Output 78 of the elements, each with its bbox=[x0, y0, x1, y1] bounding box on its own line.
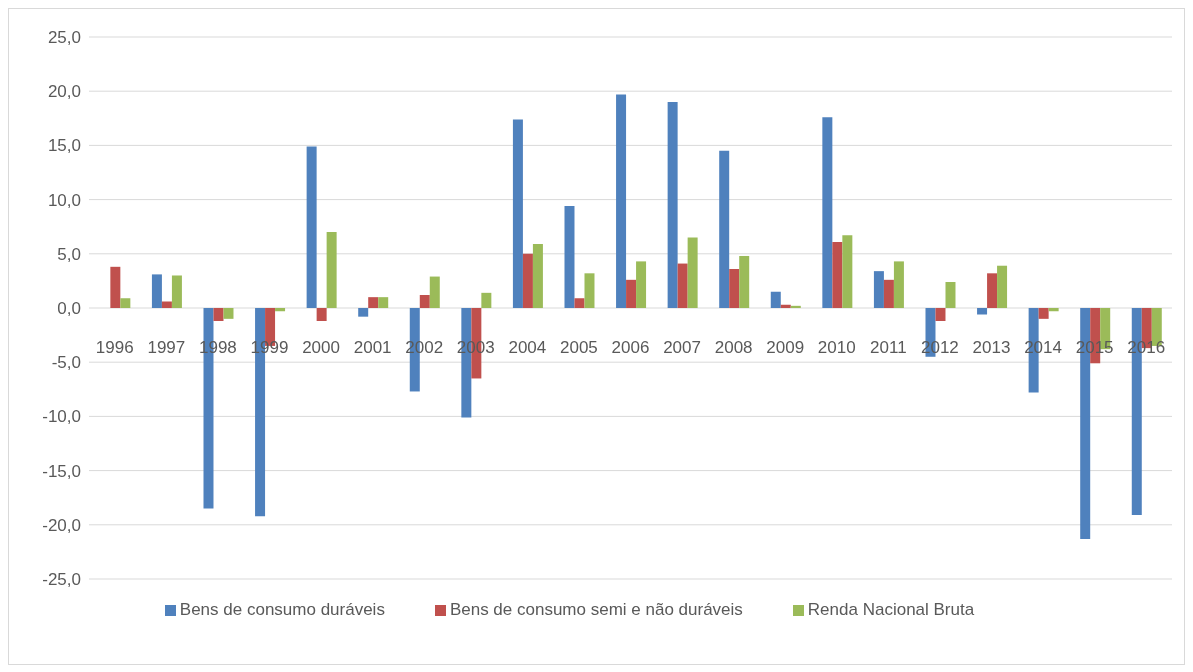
bar bbox=[1038, 308, 1049, 319]
bar bbox=[275, 308, 286, 312]
bar bbox=[326, 232, 337, 308]
x-tick-label: 2009 bbox=[766, 337, 805, 357]
bar bbox=[171, 275, 182, 308]
y-tick-label: -10,0 bbox=[42, 407, 81, 427]
y-tick-label: -15,0 bbox=[42, 461, 81, 481]
bar bbox=[770, 291, 781, 308]
bar bbox=[636, 261, 647, 308]
bar bbox=[945, 281, 956, 308]
bar bbox=[522, 253, 533, 308]
x-tick-label: 2011 bbox=[870, 337, 907, 357]
bar bbox=[378, 297, 389, 308]
bar bbox=[532, 244, 543, 308]
bar bbox=[873, 271, 884, 308]
bar bbox=[584, 273, 595, 308]
y-tick-label: 10,0 bbox=[47, 190, 81, 210]
legend-label: Bens de consumo semi e não duráveis bbox=[449, 600, 743, 619]
bar bbox=[977, 308, 988, 315]
y-tick-label: 15,0 bbox=[47, 136, 81, 156]
bar bbox=[832, 241, 843, 308]
bar bbox=[790, 305, 801, 308]
x-tick-label: 2005 bbox=[560, 337, 598, 357]
bar bbox=[429, 276, 440, 308]
legend-label: Renda Nacional Bruta bbox=[807, 600, 975, 619]
x-tick-label: 1997 bbox=[147, 337, 186, 357]
bar bbox=[719, 150, 730, 308]
bar bbox=[419, 294, 430, 308]
bar bbox=[893, 261, 904, 308]
bar bbox=[306, 146, 317, 308]
x-tick-label: 2016 bbox=[1127, 337, 1166, 357]
bar bbox=[739, 255, 750, 308]
x-tick-label: 2004 bbox=[508, 337, 547, 357]
legend-label: Bens de consumo duráveis bbox=[179, 600, 385, 619]
bar bbox=[626, 279, 637, 308]
y-tick-label: -20,0 bbox=[42, 515, 81, 535]
bar bbox=[316, 308, 327, 322]
bar bbox=[822, 117, 833, 308]
x-tick-label: 2010 bbox=[817, 337, 856, 357]
x-tick-label: 2008 bbox=[714, 337, 753, 357]
bar bbox=[358, 308, 369, 317]
x-tick-label: 1996 bbox=[95, 337, 134, 357]
bar bbox=[842, 235, 853, 308]
x-tick-label: 2007 bbox=[663, 337, 701, 357]
bar bbox=[574, 298, 585, 308]
bar bbox=[564, 206, 575, 308]
y-tick-label: -25,0 bbox=[42, 570, 81, 590]
bar bbox=[110, 266, 121, 308]
x-tick-label: 2000 bbox=[302, 337, 340, 357]
y-tick-label: 5,0 bbox=[57, 244, 81, 264]
x-tick-label: 2015 bbox=[1075, 337, 1114, 357]
y-tick-label: -5,0 bbox=[51, 353, 81, 373]
bar bbox=[729, 268, 740, 308]
bar bbox=[687, 237, 698, 308]
bar bbox=[512, 119, 523, 308]
bar bbox=[120, 298, 131, 308]
bar bbox=[213, 308, 224, 322]
bar bbox=[987, 273, 998, 308]
x-tick-label: 2006 bbox=[611, 337, 650, 357]
y-tick-label: 20,0 bbox=[47, 82, 81, 102]
bar bbox=[616, 94, 627, 308]
y-tick-label: 25,0 bbox=[47, 28, 81, 48]
x-tick-label: 2001 bbox=[353, 337, 392, 357]
bar bbox=[935, 308, 946, 322]
bar bbox=[997, 265, 1008, 308]
bar bbox=[481, 292, 492, 308]
bar bbox=[1048, 308, 1059, 312]
bar bbox=[667, 102, 678, 308]
bar bbox=[883, 279, 894, 308]
bar bbox=[368, 297, 379, 308]
bar bbox=[223, 308, 234, 319]
x-tick-label: 2013 bbox=[972, 337, 1011, 357]
bar bbox=[151, 274, 162, 308]
bar bbox=[780, 304, 791, 308]
y-tick-label: 0,0 bbox=[57, 299, 81, 319]
x-tick-label: 2003 bbox=[456, 337, 495, 357]
bar bbox=[161, 301, 172, 308]
bar bbox=[677, 263, 688, 308]
